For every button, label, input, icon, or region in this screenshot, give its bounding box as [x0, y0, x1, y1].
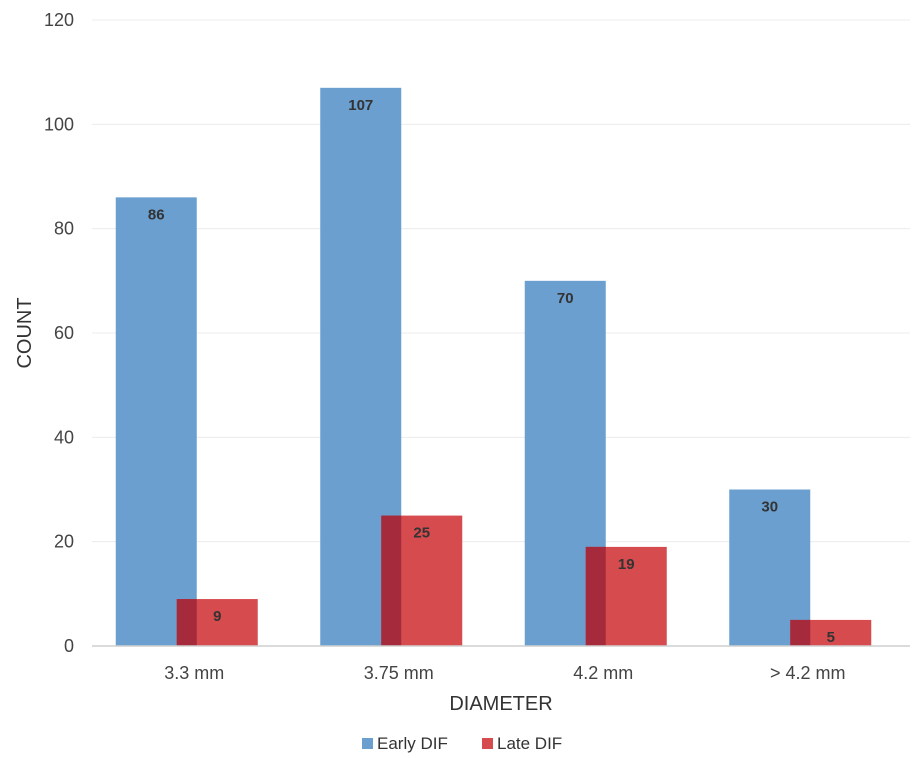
bar-early-dif-3-3-mm — [115, 197, 197, 646]
y-axis-title: COUNT — [14, 297, 36, 368]
y-tick-label: 80 — [54, 219, 74, 239]
legend: Early DIF Late DIF — [362, 734, 562, 753]
legend-swatch-early-dif — [362, 738, 373, 749]
x-tick-label: 4.2 mm — [573, 663, 633, 683]
data-label-early-dif: 70 — [557, 290, 574, 307]
y-tick-label: 100 — [44, 114, 74, 134]
x-tick-label: > 4.2 mm — [770, 663, 846, 683]
bar-overlap-4-2-mm — [585, 546, 606, 646]
y-tick-label: 0 — [64, 636, 74, 656]
legend-label-late-dif: Late DIF — [497, 734, 562, 753]
bar-overlap-3-3-mm — [176, 599, 197, 646]
data-label-early-dif: 86 — [148, 206, 165, 223]
bars — [115, 87, 872, 647]
x-tick-label: 3.75 mm — [364, 663, 434, 683]
y-tick-label: 120 — [44, 10, 74, 30]
grid-lines — [92, 19, 910, 543]
data-label-late-dif: 19 — [618, 556, 635, 573]
data-label-late-dif: 5 — [827, 629, 835, 646]
legend-swatch-late-dif — [482, 738, 493, 749]
y-tick-label: 40 — [54, 427, 74, 447]
x-tick-label: 3.3 mm — [164, 663, 224, 683]
bar-overlap-3-75-mm — [381, 515, 402, 646]
y-tick-labels: 0 20 40 60 80 100 120 — [44, 10, 74, 656]
data-label-early-dif: 107 — [348, 97, 373, 114]
data-label-late-dif: 25 — [413, 525, 430, 542]
y-tick-label: 20 — [54, 532, 74, 552]
data-label-late-dif: 9 — [213, 608, 221, 625]
bar-overlap-4-2-mm — [790, 619, 811, 646]
x-tick-labels: 3.3 mm 3.75 mm 4.2 mm > 4.2 mm — [164, 663, 845, 683]
data-label-early-dif: 30 — [761, 499, 778, 516]
data-labels: 86 9 107 25 70 19 30 5 — [148, 97, 835, 646]
legend-label-early-dif: Early DIF — [377, 734, 448, 753]
y-tick-label: 60 — [54, 323, 74, 343]
x-axis-title: DIAMETER — [449, 693, 552, 715]
